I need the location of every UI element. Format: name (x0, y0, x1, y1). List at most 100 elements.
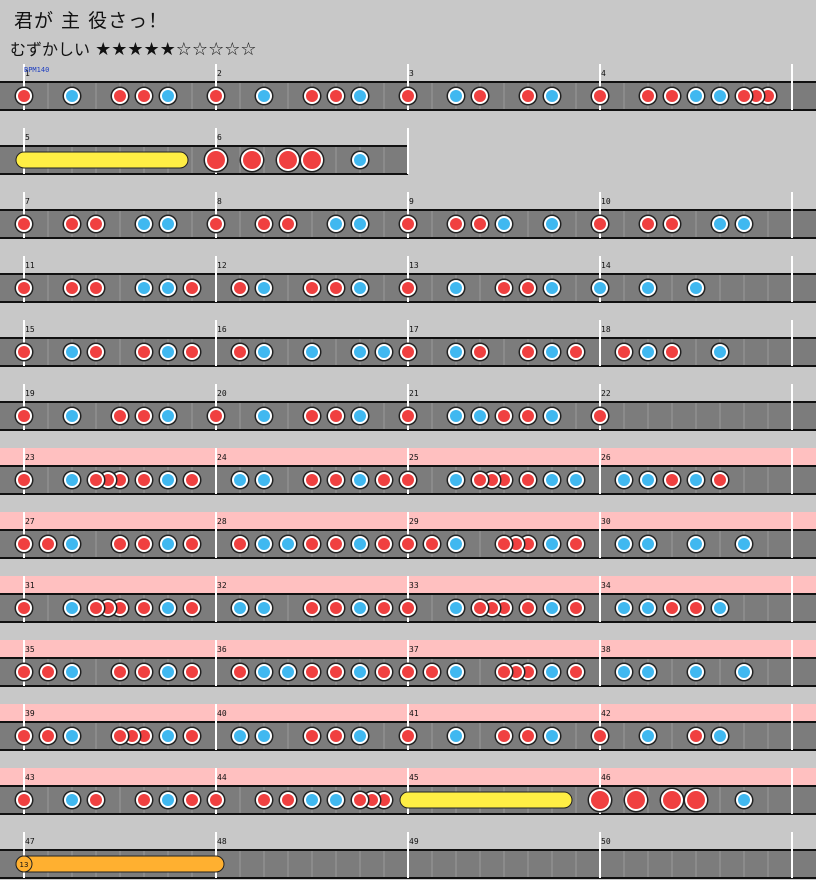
note-face (306, 474, 318, 486)
note-face (570, 666, 582, 678)
measure-number: 35 (25, 645, 35, 654)
measure-number: 41 (409, 709, 419, 718)
note-face (303, 151, 321, 169)
note-face (426, 666, 438, 678)
note-face (546, 730, 558, 742)
note-face (258, 218, 270, 230)
measure-number: 25 (409, 453, 419, 462)
measure-number: 26 (601, 453, 611, 462)
note-face (522, 346, 534, 358)
note-face (738, 538, 750, 550)
note-face (354, 410, 366, 422)
note-face (306, 730, 318, 742)
measure-number: 17 (409, 325, 419, 334)
note-face (210, 218, 222, 230)
note-face (138, 602, 150, 614)
measure-number: 13 (409, 261, 419, 270)
note-face (474, 90, 486, 102)
chart-row: 27 28 29 30 (0, 512, 816, 559)
note-face (162, 474, 174, 486)
note-face (138, 346, 150, 358)
measure-number: 6 (217, 133, 222, 142)
note-face (738, 794, 750, 806)
note-face (690, 666, 702, 678)
balloon-count: 13 (20, 861, 29, 869)
note-face (18, 666, 30, 678)
note-face (402, 538, 414, 550)
note-face (162, 90, 174, 102)
measure-number: 5 (25, 133, 30, 142)
note-face (378, 346, 390, 358)
note-face (186, 666, 198, 678)
note-face (498, 218, 510, 230)
note-face (138, 666, 150, 678)
note-face (306, 602, 318, 614)
note-face (594, 410, 606, 422)
measure-number: 22 (601, 389, 611, 398)
measure-number: 28 (217, 517, 227, 526)
note-face (450, 730, 462, 742)
note-face (306, 346, 318, 358)
chart-row: 39 40 41 42 (0, 704, 816, 751)
note-face (306, 666, 318, 678)
difficulty-label: むずかしい (10, 40, 91, 59)
note-face (618, 666, 630, 678)
measure-number: 2 (217, 69, 222, 78)
note-face (666, 474, 678, 486)
note-face (402, 282, 414, 294)
note-face (138, 794, 150, 806)
chart-row: 35 36 37 38 (0, 640, 816, 687)
note-face (258, 538, 270, 550)
chart-row: 19 20 21 22 (0, 384, 816, 431)
note-face (162, 346, 174, 358)
note-face (546, 602, 558, 614)
note-face (450, 474, 462, 486)
measure-number: 40 (217, 709, 227, 718)
measure-number: 48 (217, 837, 227, 846)
note-face (330, 410, 342, 422)
note-face (546, 346, 558, 358)
note-face (18, 794, 30, 806)
note-face (666, 90, 678, 102)
note-face (450, 346, 462, 358)
note-face (234, 730, 246, 742)
note-face (162, 602, 174, 614)
measure-number: 9 (409, 197, 414, 206)
note-face (114, 90, 126, 102)
measure-number: 34 (601, 581, 611, 590)
note-face (522, 730, 534, 742)
note-face (522, 90, 534, 102)
note-face (66, 346, 78, 358)
note-face (546, 474, 558, 486)
note-face (18, 602, 30, 614)
chart-row: 23 24 25 26 (0, 448, 816, 495)
bpm-label: BPM140 (24, 66, 49, 74)
note-face (66, 666, 78, 678)
note-face (210, 794, 222, 806)
note-face (450, 666, 462, 678)
song-title: 君が 主 役さっ！ (14, 10, 169, 32)
note-face (642, 474, 654, 486)
note-face (690, 602, 702, 614)
note-face (690, 474, 702, 486)
measure-number: 37 (409, 645, 419, 654)
note-face (402, 346, 414, 358)
note-face (402, 410, 414, 422)
measure-number: 12 (217, 261, 227, 270)
note-face (258, 282, 270, 294)
note-face (498, 666, 510, 678)
note-face (714, 730, 726, 742)
note-face (18, 346, 30, 358)
note-face (330, 538, 342, 550)
note-face (354, 666, 366, 678)
note-face (546, 410, 558, 422)
note-face (66, 282, 78, 294)
note-face (330, 282, 342, 294)
note-face (234, 346, 246, 358)
note-face (426, 538, 438, 550)
note-face (402, 218, 414, 230)
note-face (114, 538, 126, 550)
note-face (210, 410, 222, 422)
note-face (90, 602, 102, 614)
